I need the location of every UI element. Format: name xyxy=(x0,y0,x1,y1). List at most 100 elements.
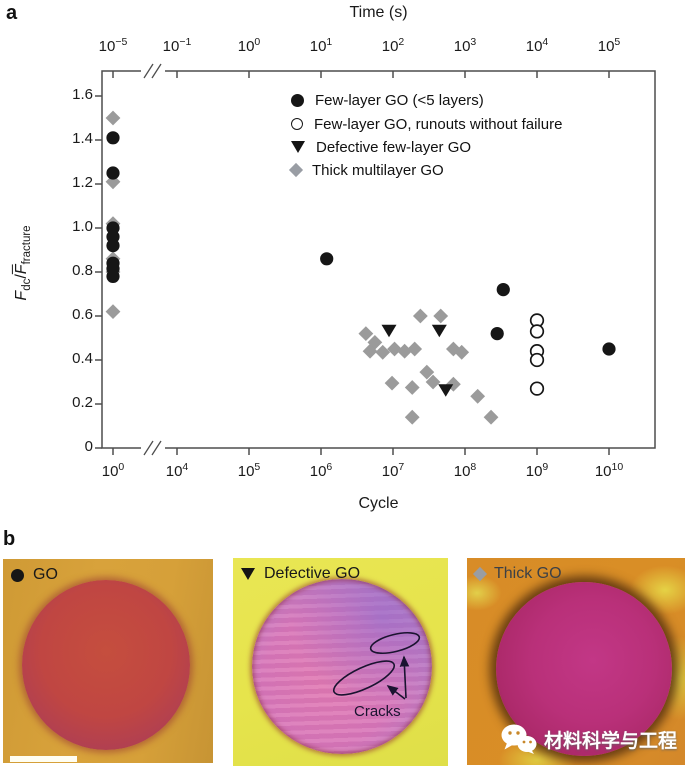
data-point-thick xyxy=(105,174,121,190)
y-tick-label: 0.4 xyxy=(72,350,93,367)
micrograph-go: GO xyxy=(3,559,213,763)
filled-triangle-icon xyxy=(291,141,305,153)
filled-triangle-icon xyxy=(241,568,255,580)
data-point-few-layer xyxy=(490,327,504,341)
data-point-thick xyxy=(105,304,121,319)
data-point-thick xyxy=(384,375,400,391)
axis-break-gap xyxy=(141,446,165,450)
x2-tick-label: 103 xyxy=(453,36,477,55)
x-tick-label: 105 xyxy=(237,461,261,480)
x2-tick-label: 104 xyxy=(525,36,549,55)
x-tick-label: 1010 xyxy=(594,461,624,480)
x2-tick-label: 102 xyxy=(381,36,405,55)
axis-break-slash xyxy=(151,440,162,456)
x-tick-label: 104 xyxy=(165,461,189,480)
data-point-few-layer xyxy=(106,166,120,180)
watermark: 材料科学与工程 xyxy=(501,724,677,754)
top-axis-title: Time (s) xyxy=(349,4,408,21)
legend-item-defective: Defective few-layer GO xyxy=(291,138,471,156)
cracks-label: Cracks xyxy=(354,703,401,720)
data-point-thick xyxy=(425,374,441,390)
x2-tick-label: 10−5 xyxy=(98,36,128,55)
y-axis-separator: / xyxy=(12,274,30,279)
data-point-defective xyxy=(438,384,454,397)
caption-text: Thick GO xyxy=(494,565,562,582)
data-point-thick xyxy=(358,326,374,341)
legend-item-few-layer: Few-layer GO (<5 layers) xyxy=(291,91,484,109)
panel-a-label: a xyxy=(6,2,18,24)
x-tick-label: 107 xyxy=(381,461,405,480)
y-axis-sub-2: fracture xyxy=(21,225,34,265)
legend-label: Few-layer GO, runouts without failure xyxy=(314,115,563,133)
x2-tick-label: 105 xyxy=(597,36,621,55)
scatter-plot xyxy=(95,63,656,456)
cracks-annotation: Cracks xyxy=(332,631,421,720)
data-point-runout xyxy=(529,381,545,396)
plot-box xyxy=(101,70,656,449)
y-axis-title: Fdc/Ffracture xyxy=(13,225,33,300)
data-point-thick xyxy=(404,409,420,425)
data-point-thick xyxy=(404,380,420,395)
gray-diamond-icon xyxy=(288,162,304,178)
data-point-few-layer xyxy=(106,131,120,145)
x-tick-label: 109 xyxy=(525,461,549,480)
x2-tick-label: 101 xyxy=(309,36,333,55)
caption-text: GO xyxy=(33,566,58,583)
axis-break-slash xyxy=(143,440,154,456)
crack-ellipse-small xyxy=(369,631,421,655)
scale-bar xyxy=(10,756,77,762)
data-point-few-layer xyxy=(602,342,616,356)
micrograph-go-caption: GO xyxy=(11,566,58,584)
data-point-thick xyxy=(375,344,391,360)
crack-arrow-left xyxy=(386,685,406,700)
legend-label: Defective few-layer GO xyxy=(316,138,472,156)
x2-tick-label: 100 xyxy=(237,36,261,55)
data-point-runout xyxy=(529,352,545,368)
crack-arrow-up xyxy=(399,655,410,699)
wechat-icon xyxy=(501,724,537,754)
axis-break-slash xyxy=(143,63,154,79)
micrograph-thick-caption: Thick GO xyxy=(472,565,562,583)
data-point-thick xyxy=(445,341,461,357)
legend-item-thick: Thick multilayer GO xyxy=(288,161,444,179)
y-tick-label: 0.8 xyxy=(72,262,93,279)
bottom-axis-title: Cycle xyxy=(358,495,399,512)
filled-circle-icon xyxy=(11,568,24,582)
y-axis-symbol-1: F xyxy=(12,290,30,301)
thick-go-membrane-image xyxy=(496,582,672,756)
legend-item-runouts: Few-layer GO, runouts without failure xyxy=(291,115,562,133)
panel-b-label: b xyxy=(3,528,16,550)
y-tick-label: 1.0 xyxy=(72,218,93,235)
x-tick-label: 106 xyxy=(309,461,333,480)
data-point-thick xyxy=(105,110,121,126)
x-tick-label: 100 xyxy=(101,461,125,480)
data-point-few-layer xyxy=(320,252,334,266)
micrograph-thick-go: Thick GO 材料科学与工程 xyxy=(467,558,685,765)
y-tick-label: 0.2 xyxy=(72,394,93,411)
legend-label: Thick multilayer GO xyxy=(312,161,444,179)
data-point-defective xyxy=(381,324,397,338)
data-point-few-layer xyxy=(106,239,120,253)
micrograph-defective-go: Cracks Defective GO xyxy=(233,558,448,766)
data-point-thick xyxy=(387,341,402,357)
y-tick-label: 1.4 xyxy=(72,130,93,147)
filled-circle-icon xyxy=(291,93,304,107)
y-axis-sub-1: dc xyxy=(21,278,34,291)
data-point-defective xyxy=(431,324,447,338)
data-point-thick xyxy=(412,308,428,324)
x-tick-label: 108 xyxy=(453,461,477,480)
y-tick-label: 0.6 xyxy=(72,306,93,323)
axis-break-gap xyxy=(141,69,165,73)
data-point-few-layer xyxy=(496,283,510,297)
data-point-thick xyxy=(470,388,486,404)
caption-text: Defective GO xyxy=(264,565,361,582)
data-point-few-layer xyxy=(106,269,120,283)
legend-label: Few-layer GO (<5 layers) xyxy=(315,91,484,109)
gray-diamond-icon xyxy=(472,566,488,582)
data-point-thick xyxy=(397,343,413,359)
go-membrane-image xyxy=(22,580,190,750)
data-point-thick xyxy=(362,343,378,359)
data-point-thick xyxy=(407,341,423,357)
open-circle-icon xyxy=(291,118,303,130)
y-tick-label: 1.2 xyxy=(72,174,93,191)
